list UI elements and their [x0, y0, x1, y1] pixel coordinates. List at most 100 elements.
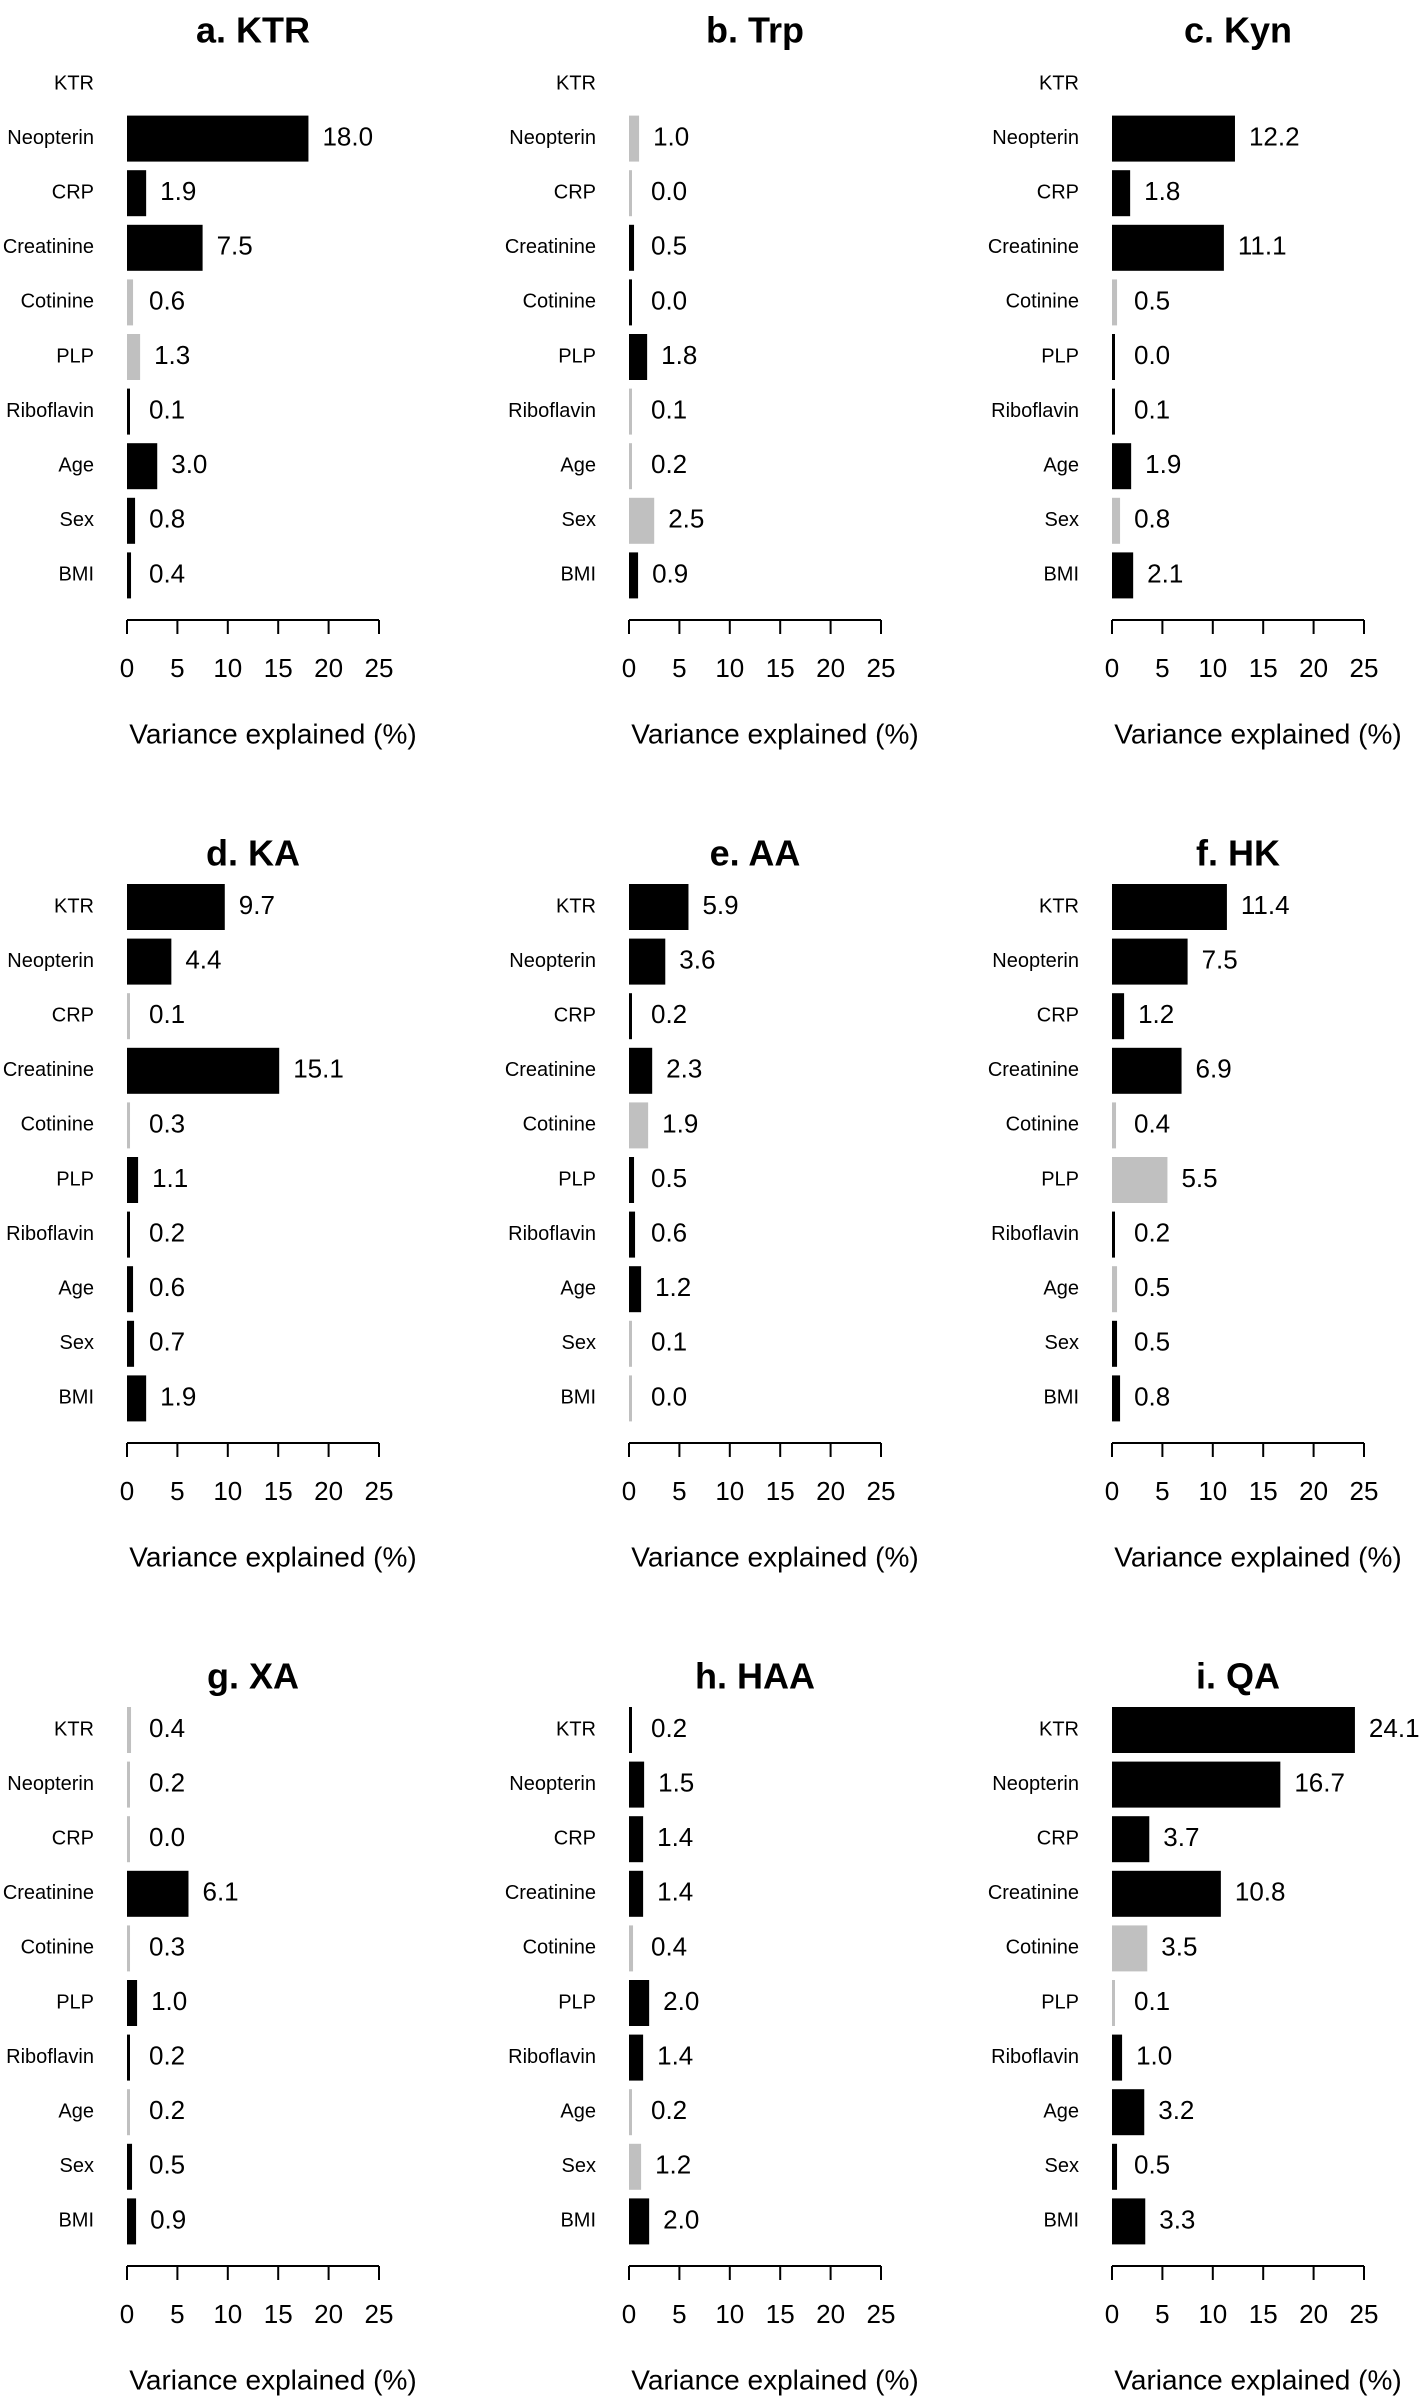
category-label-riboflavin: Riboflavin: [508, 1223, 596, 1245]
value-label-cotinine: 1.9: [662, 1108, 698, 1138]
x-tick-label-20: 20: [1299, 653, 1328, 683]
category-label-bmi: BMI: [560, 2210, 596, 2232]
bar-neopterin: [629, 115, 640, 162]
category-label-crp: CRP: [1037, 1004, 1079, 1026]
x-axis-title: Variance explained (%): [631, 718, 918, 749]
value-label-neopterin: 1.0: [653, 121, 689, 151]
x-tick-label-5: 5: [672, 653, 686, 683]
x-tick-label-25: 25: [867, 653, 896, 683]
bar-bmi: [629, 552, 639, 599]
x-tick-label-10: 10: [715, 653, 744, 683]
value-label-age: 0.2: [149, 2095, 185, 2125]
category-label-plp: PLP: [558, 1168, 596, 1190]
value-label-bmi: 0.4: [149, 558, 185, 588]
value-label-sex: 0.7: [149, 1327, 185, 1357]
category-label-bmi: BMI: [1043, 564, 1079, 586]
x-tick-label-15: 15: [1249, 2299, 1278, 2329]
value-label-neopterin: 7.5: [1202, 944, 1238, 974]
bar-plp: [127, 1157, 139, 1203]
bar-creatinine: [127, 1047, 280, 1094]
x-tick-label-10: 10: [1198, 653, 1227, 683]
x-tick-label-15: 15: [766, 1476, 795, 1506]
bar-creatinine: [629, 1047, 653, 1094]
panel-title: g. XA: [207, 1656, 299, 1697]
panel-f-hk: f. HK KTR 11.4 Neopterin 7.5 CRP 1.2 Creatinine…: [988, 833, 1402, 1573]
value-label-sex: 0.5: [1134, 1327, 1170, 1357]
bar-plp: [127, 1980, 138, 2026]
x-tick-label-5: 5: [1155, 1476, 1169, 1506]
category-label-bmi: BMI: [1043, 2210, 1079, 2232]
category-label-bmi: BMI: [58, 2210, 94, 2232]
category-label-creatinine: Creatinine: [3, 1059, 94, 1081]
category-label-neopterin: Neopterin: [509, 127, 596, 149]
x-tick-label-20: 20: [1299, 2299, 1328, 2329]
value-label-bmi: 3.3: [1159, 2204, 1195, 2234]
panel-i-qa: i. QA KTR 24.1 Neopterin 16.7 CRP 3.7 Creatinin…: [988, 1656, 1419, 2396]
value-label-cotinine: 3.5: [1161, 1931, 1197, 1961]
bar-cotinine: [629, 1102, 649, 1149]
category-label-bmi: BMI: [58, 1387, 94, 1409]
x-tick-label-10: 10: [213, 653, 242, 683]
category-label-sex: Sex: [1045, 509, 1079, 531]
x-axis-title: Variance explained (%): [129, 718, 416, 749]
x-tick-label-20: 20: [314, 653, 343, 683]
bar-bmi: [127, 1375, 147, 1422]
bar-neopterin: [127, 938, 172, 985]
x-tick-label-0: 0: [622, 1476, 636, 1506]
category-label-neopterin: Neopterin: [7, 127, 94, 149]
value-label-crp: 0.1: [149, 999, 185, 1029]
bar-cotinine: [127, 1925, 131, 1972]
value-label-cotinine: 0.4: [651, 1931, 687, 1961]
bar-creatinine: [629, 1870, 644, 1917]
category-label-neopterin: Neopterin: [509, 950, 596, 972]
category-label-crp: CRP: [1037, 1827, 1079, 1849]
x-tick-label-10: 10: [1198, 1476, 1227, 1506]
x-tick-label-0: 0: [1105, 2299, 1119, 2329]
category-label-cotinine: Cotinine: [21, 1114, 94, 1136]
category-label-age: Age: [58, 2100, 94, 2122]
value-label-riboflavin: 0.6: [651, 1217, 687, 1247]
value-label-plp: 1.0: [151, 1986, 187, 2016]
x-tick-label-25: 25: [1350, 2299, 1379, 2329]
x-tick-label-10: 10: [715, 1476, 744, 1506]
bar-creatinine: [1112, 1870, 1221, 1917]
category-label-ktr: KTR: [1039, 895, 1079, 917]
bar-ktr: [629, 1707, 632, 1753]
panel-title: e. AA: [710, 833, 801, 874]
bar-ktr: [629, 884, 689, 930]
bar-sex: [127, 1320, 135, 1367]
value-label-cotinine: 0.0: [651, 285, 687, 315]
value-label-creatinine: 0.5: [651, 231, 687, 261]
bar-cotinine: [127, 279, 134, 326]
bar-bmi: [629, 2198, 650, 2245]
value-label-plp: 1.3: [154, 340, 190, 370]
bar-age: [1112, 443, 1132, 490]
x-tick-label-20: 20: [816, 1476, 845, 1506]
category-label-bmi: BMI: [560, 564, 596, 586]
panel-title: a. KTR: [196, 10, 310, 51]
x-tick-label-15: 15: [264, 653, 293, 683]
x-tick-label-0: 0: [120, 653, 134, 683]
bar-age: [629, 2089, 632, 2136]
bar-riboflavin: [1112, 2034, 1123, 2081]
x-tick-label-20: 20: [816, 2299, 845, 2329]
bar-crp: [127, 170, 147, 217]
category-label-age: Age: [560, 454, 596, 476]
value-label-age: 1.9: [1145, 449, 1181, 479]
bar-sex: [1112, 497, 1121, 544]
value-label-ktr: 5.9: [702, 890, 738, 920]
bar-cotinine: [1112, 1925, 1148, 1972]
category-label-ktr: KTR: [54, 1718, 94, 1740]
value-label-bmi: 0.9: [150, 2204, 186, 2234]
bar-riboflavin: [1112, 388, 1115, 435]
value-label-sex: 2.5: [668, 504, 704, 534]
category-label-cotinine: Cotinine: [523, 1937, 596, 1959]
x-axis-title: Variance explained (%): [1114, 718, 1401, 749]
panel-d-ka: d. KA KTR 9.7 Neopterin 4.4 CRP 0.1 Creatinine 1…: [3, 833, 417, 1573]
x-tick-label-20: 20: [816, 653, 845, 683]
panel-title: i. QA: [1196, 1656, 1280, 1697]
category-label-cotinine: Cotinine: [21, 291, 94, 313]
bar-neopterin: [1112, 938, 1188, 985]
category-label-sex: Sex: [60, 2155, 94, 2177]
value-label-crp: 1.9: [160, 176, 196, 206]
